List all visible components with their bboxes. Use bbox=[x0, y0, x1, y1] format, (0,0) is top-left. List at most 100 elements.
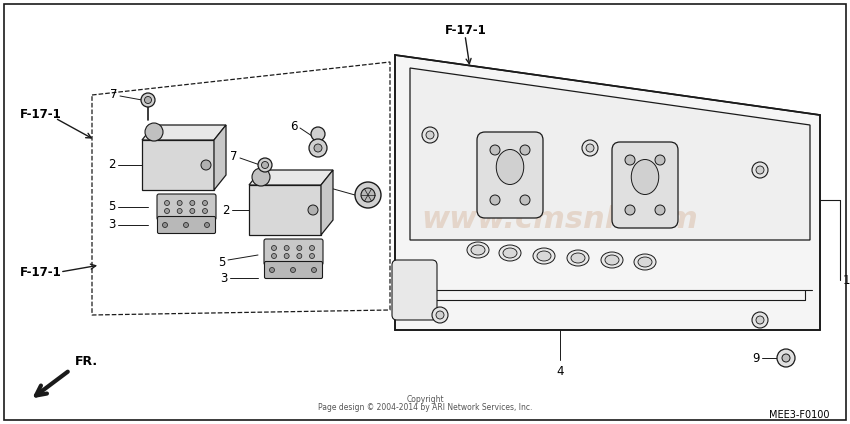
Circle shape bbox=[297, 254, 302, 259]
Circle shape bbox=[355, 182, 381, 208]
Circle shape bbox=[625, 155, 635, 165]
FancyBboxPatch shape bbox=[264, 239, 323, 265]
Circle shape bbox=[782, 354, 790, 362]
Text: 6: 6 bbox=[291, 120, 298, 132]
Polygon shape bbox=[214, 125, 226, 190]
Text: 5: 5 bbox=[109, 201, 116, 214]
Ellipse shape bbox=[632, 159, 659, 195]
Ellipse shape bbox=[601, 252, 623, 268]
Text: Copyright: Copyright bbox=[406, 396, 444, 404]
Polygon shape bbox=[249, 185, 321, 235]
Ellipse shape bbox=[503, 248, 517, 258]
Circle shape bbox=[177, 209, 182, 214]
Circle shape bbox=[269, 268, 275, 273]
Circle shape bbox=[582, 140, 598, 156]
Circle shape bbox=[184, 223, 189, 228]
Text: 3: 3 bbox=[109, 218, 116, 232]
Circle shape bbox=[422, 127, 438, 143]
FancyBboxPatch shape bbox=[157, 217, 216, 234]
Circle shape bbox=[490, 195, 500, 205]
Circle shape bbox=[144, 97, 151, 103]
Circle shape bbox=[202, 201, 207, 206]
Text: F-17-1: F-17-1 bbox=[20, 109, 62, 122]
Text: 5: 5 bbox=[218, 256, 226, 268]
Circle shape bbox=[311, 127, 325, 141]
Circle shape bbox=[165, 209, 169, 214]
Ellipse shape bbox=[638, 257, 652, 267]
Circle shape bbox=[308, 205, 318, 215]
Ellipse shape bbox=[571, 253, 585, 263]
Ellipse shape bbox=[567, 250, 589, 266]
Circle shape bbox=[201, 160, 211, 170]
Polygon shape bbox=[142, 140, 214, 190]
Circle shape bbox=[262, 162, 269, 168]
Circle shape bbox=[291, 268, 296, 273]
Circle shape bbox=[432, 307, 448, 323]
Circle shape bbox=[361, 188, 375, 202]
Circle shape bbox=[586, 144, 594, 152]
Circle shape bbox=[490, 145, 500, 155]
Circle shape bbox=[258, 158, 272, 172]
Text: MEE3-F0100: MEE3-F0100 bbox=[769, 410, 830, 420]
Circle shape bbox=[165, 201, 169, 206]
Polygon shape bbox=[410, 68, 810, 240]
Circle shape bbox=[311, 268, 316, 273]
Text: 8: 8 bbox=[320, 179, 328, 192]
Text: www.cmsnl.com: www.cmsnl.com bbox=[422, 206, 699, 234]
FancyBboxPatch shape bbox=[157, 194, 216, 220]
Text: 9: 9 bbox=[752, 351, 760, 365]
Circle shape bbox=[309, 245, 314, 251]
Circle shape bbox=[271, 245, 276, 251]
Ellipse shape bbox=[634, 254, 656, 270]
Circle shape bbox=[141, 93, 155, 107]
Circle shape bbox=[202, 209, 207, 214]
Ellipse shape bbox=[471, 245, 485, 255]
Text: 2: 2 bbox=[223, 204, 230, 217]
Circle shape bbox=[625, 205, 635, 215]
Circle shape bbox=[752, 162, 768, 178]
Text: F-17-1: F-17-1 bbox=[20, 265, 62, 279]
Circle shape bbox=[756, 316, 764, 324]
Text: F-17-1: F-17-1 bbox=[445, 23, 487, 36]
Circle shape bbox=[177, 201, 182, 206]
Polygon shape bbox=[142, 125, 226, 140]
Circle shape bbox=[284, 254, 289, 259]
Circle shape bbox=[752, 312, 768, 328]
Polygon shape bbox=[395, 55, 820, 330]
Circle shape bbox=[205, 223, 209, 228]
Circle shape bbox=[426, 131, 434, 139]
Text: 7: 7 bbox=[110, 89, 118, 101]
FancyBboxPatch shape bbox=[264, 262, 322, 279]
Text: 7: 7 bbox=[230, 150, 238, 162]
Circle shape bbox=[756, 166, 764, 174]
Circle shape bbox=[145, 123, 163, 141]
Circle shape bbox=[190, 209, 195, 214]
Circle shape bbox=[655, 205, 665, 215]
Text: Page design © 2004-2014 by ARI Network Services, Inc.: Page design © 2004-2014 by ARI Network S… bbox=[318, 404, 532, 413]
Circle shape bbox=[655, 155, 665, 165]
Circle shape bbox=[436, 311, 444, 319]
Polygon shape bbox=[249, 170, 333, 185]
Circle shape bbox=[297, 245, 302, 251]
Ellipse shape bbox=[496, 150, 524, 184]
Ellipse shape bbox=[499, 245, 521, 261]
Polygon shape bbox=[321, 170, 333, 235]
Ellipse shape bbox=[537, 251, 551, 261]
Circle shape bbox=[309, 254, 314, 259]
Ellipse shape bbox=[467, 242, 489, 258]
Circle shape bbox=[271, 254, 276, 259]
Circle shape bbox=[520, 145, 530, 155]
Text: 2: 2 bbox=[109, 159, 116, 171]
FancyBboxPatch shape bbox=[392, 260, 437, 320]
Circle shape bbox=[162, 223, 167, 228]
Circle shape bbox=[520, 195, 530, 205]
Circle shape bbox=[252, 168, 270, 186]
Circle shape bbox=[309, 139, 327, 157]
Ellipse shape bbox=[605, 255, 619, 265]
Ellipse shape bbox=[533, 248, 555, 264]
Circle shape bbox=[314, 144, 322, 152]
Text: 4: 4 bbox=[556, 365, 564, 378]
Text: 3: 3 bbox=[221, 271, 228, 285]
FancyBboxPatch shape bbox=[477, 132, 543, 218]
Circle shape bbox=[190, 201, 195, 206]
